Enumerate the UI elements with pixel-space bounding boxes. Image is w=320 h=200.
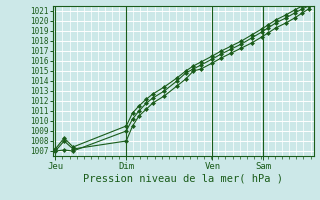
X-axis label: Pression niveau de la mer( hPa ): Pression niveau de la mer( hPa ) bbox=[83, 173, 283, 183]
